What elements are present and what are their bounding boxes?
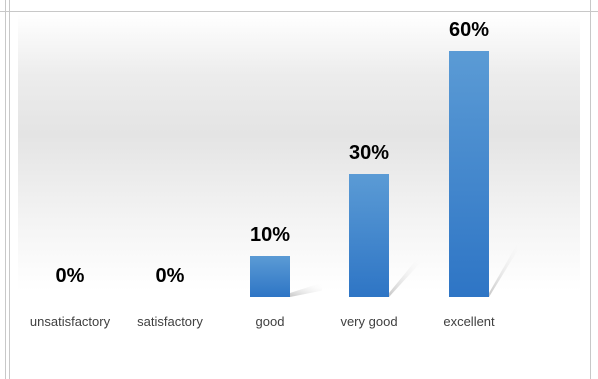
- frame-left-border: [5, 0, 6, 379]
- bar-good: [250, 256, 290, 297]
- data-label-very-good: 30%: [349, 142, 389, 164]
- data-label-excellent: 60%: [449, 19, 489, 41]
- category-label-good: good: [256, 314, 285, 329]
- category-label-very-good: very good: [340, 314, 397, 329]
- category-label-excellent: excellent: [443, 314, 495, 329]
- data-label-satisfactory: 0%: [156, 265, 185, 287]
- data-labels: 0% 0% 10% 30% 60%: [56, 19, 490, 287]
- category-labels: unsatisfactory satisfactory good very good e…: [30, 314, 495, 329]
- bar-very-good: [349, 174, 389, 297]
- bar-shadow-3: [389, 253, 421, 297]
- category-label-satisfactory: satisfactory: [137, 314, 203, 329]
- data-label-unsatisfactory: 0%: [56, 265, 85, 287]
- data-label-good: 10%: [250, 224, 290, 246]
- bar-shadow-4: [489, 237, 521, 297]
- bar-excellent: [449, 51, 489, 297]
- category-label-unsatisfactory: unsatisfactory: [30, 314, 111, 329]
- frame-top-border: [0, 11, 598, 12]
- frame-left-border-inner: [9, 0, 10, 379]
- bar-shadows: [290, 237, 521, 297]
- bar-shadow-2: [290, 282, 322, 297]
- frame-right-border: [590, 0, 591, 379]
- bars: [250, 51, 489, 297]
